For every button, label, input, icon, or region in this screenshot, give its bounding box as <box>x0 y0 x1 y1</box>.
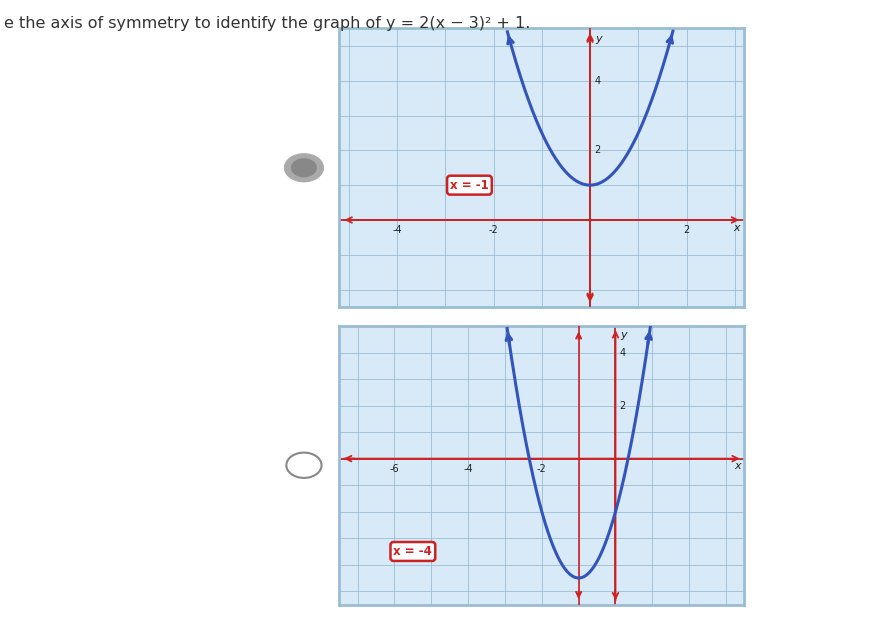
Text: 2: 2 <box>619 401 626 411</box>
Text: x = -1: x = -1 <box>450 179 489 192</box>
Text: -6: -6 <box>389 464 399 474</box>
Text: y: y <box>620 330 627 340</box>
Text: x = -4: x = -4 <box>394 545 433 558</box>
Text: 2: 2 <box>594 146 600 155</box>
Text: -4: -4 <box>392 225 402 235</box>
Text: -2: -2 <box>537 464 547 474</box>
Text: y: y <box>596 34 602 44</box>
Text: x: x <box>734 461 741 472</box>
Text: x: x <box>733 223 740 233</box>
Text: 4: 4 <box>594 76 600 85</box>
Text: 2: 2 <box>684 225 690 235</box>
Text: -4: -4 <box>463 464 473 474</box>
Text: e the axis of symmetry to identify the graph of y = 2(x − 3)² + 1.: e the axis of symmetry to identify the g… <box>4 16 530 31</box>
Text: 4: 4 <box>619 348 626 358</box>
Text: -2: -2 <box>489 225 499 235</box>
